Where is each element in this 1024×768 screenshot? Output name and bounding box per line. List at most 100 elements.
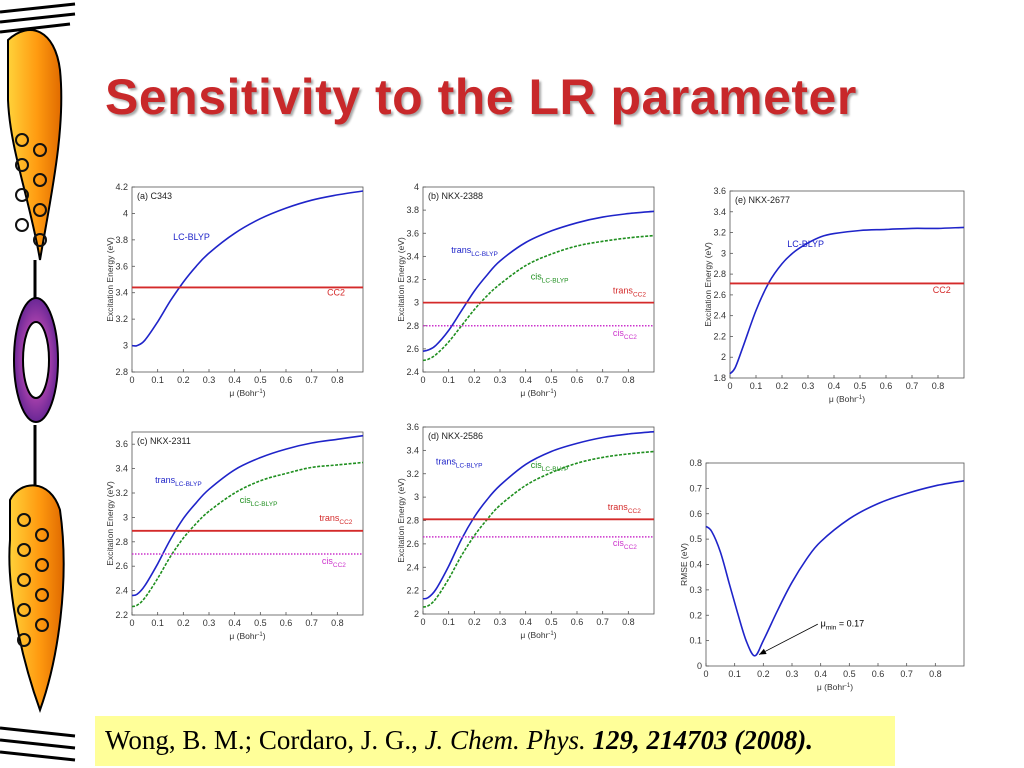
annotation-arrow-line — [758, 623, 818, 655]
chart-panel-c-nkx2311: 0 0.1 0.2 0.3 0.4 0.5 0.6 0.7 0.8 2.2 2.4 2.6 2.8 3 3.… — [105, 431, 364, 641]
x-tick-label: 0.6 — [571, 375, 584, 385]
middle-jewel-center — [22, 321, 50, 399]
series-annotation: transCC2 — [319, 513, 352, 526]
annotation-main: μ — [821, 619, 826, 629]
annotation-arrow-head — [759, 648, 767, 655]
annotation-subscript: min — [826, 625, 837, 632]
chart-panel-d-nkx2586: 0 0.1 0.2 0.3 0.4 0.5 0.6 0.7 0.8 2 2.2 2.4 2.6 2.8 3 3… — [396, 422, 655, 640]
plot-frame — [422, 426, 655, 615]
y-tick-label: 0 — [697, 661, 702, 671]
annotation-subscript: CC2 — [339, 519, 352, 526]
annotation-main: cis — [240, 495, 251, 505]
bottom-stripes-ornament — [0, 726, 76, 762]
x-axis-label-main: μ (Bohr — [229, 631, 257, 641]
y-tick-label: 3.2 — [406, 469, 419, 479]
y-axis-label: Excitation Energy (eV) — [396, 478, 406, 563]
x-axis-label: μ (Bohr-1) — [817, 682, 853, 692]
x-axis-label-main: μ (Bohr — [229, 388, 257, 398]
x-tick-label: 0 — [703, 669, 708, 679]
y-tick-label: 2.2 — [115, 610, 128, 620]
series-annotation: LC-BLYP — [787, 239, 824, 249]
x-axis-label-exponent: -1 — [548, 389, 554, 395]
annotation-main: cis — [613, 328, 624, 338]
x-tick-label: 0.1 — [750, 381, 763, 391]
x-axis-label-exponent: -1 — [548, 631, 554, 637]
x-tick-label: 0.3 — [494, 617, 507, 627]
annotation-main: LC-BLYP — [787, 239, 824, 249]
y-tick-label: 3 — [123, 512, 128, 522]
x-tick-label: 0.5 — [854, 381, 867, 391]
x-tick-label: 0 — [727, 381, 732, 391]
y-tick-label: 0.7 — [689, 483, 702, 493]
y-tick-label: 2.6 — [406, 344, 419, 354]
x-tick-label: 0 — [420, 617, 425, 627]
series-annotation: cisLC-BLYP — [240, 495, 278, 508]
y-tick-label: 3.4 — [406, 445, 419, 455]
decorative-side-ornament — [0, 2, 76, 762]
x-tick-label: 0.7 — [596, 375, 609, 385]
citation-volume: 129, 214703 (2008). — [585, 725, 814, 755]
y-tick-label: 0.3 — [689, 585, 702, 595]
x-tick-label: 0.2 — [468, 617, 481, 627]
x-tick-label: 0.2 — [757, 669, 770, 679]
annotation-main: cis — [531, 460, 542, 470]
x-tick-label: 0.1 — [151, 375, 164, 385]
series-annotation: LC-BLYP — [173, 232, 210, 242]
plot-frame — [422, 186, 655, 373]
x-tick-label: 0.8 — [331, 375, 344, 385]
y-tick-label: 3.4 — [115, 464, 128, 474]
series-annotation: CC2 — [933, 285, 951, 295]
y-tick-label: 0.6 — [689, 509, 702, 519]
x-axis-label-exponent: -1 — [257, 632, 263, 638]
x-tick-label: 0.7 — [596, 617, 609, 627]
y-tick-label: 3.2 — [115, 314, 128, 324]
y-tick-label: 3.6 — [115, 439, 128, 449]
x-tick-label: 0.5 — [545, 375, 558, 385]
series-curve — [729, 226, 965, 375]
x-axis-label-end: ) — [554, 388, 557, 398]
y-tick-label: 3.4 — [115, 288, 128, 298]
x-axis-label-end: ) — [850, 682, 853, 692]
annotation-main: CC2 — [933, 285, 951, 295]
y-tick-label: 2.8 — [115, 537, 128, 547]
plot-frame — [705, 462, 965, 667]
x-axis-label-end: ) — [263, 631, 266, 641]
annotation-main: trans — [451, 245, 472, 255]
y-tick-label: 3 — [721, 248, 726, 258]
y-tick-label: 2.8 — [713, 269, 726, 279]
series-curve — [422, 450, 655, 608]
upper-lattice-ornament — [15, 133, 47, 247]
y-tick-label: 4 — [123, 208, 128, 218]
annotation-main: trans — [613, 285, 634, 295]
y-tick-label: 2.6 — [115, 561, 128, 571]
x-tick-label: 0.7 — [305, 618, 318, 628]
chart-panel-a-c343: 0 0.1 0.2 0.3 0.4 0.5 0.6 0.7 0.8 2.8 3 3.2 3.4 3.6 3.… — [105, 182, 364, 398]
y-tick-label: 3.6 — [406, 228, 419, 238]
x-axis-label-exponent: -1 — [257, 389, 263, 395]
annotation-main: trans — [608, 502, 629, 512]
x-tick-label: 0.3 — [203, 618, 216, 628]
y-tick-label: 2.2 — [406, 586, 419, 596]
series-annotation: transLC-BLYP — [451, 245, 498, 258]
annotation-main: cis — [322, 556, 333, 566]
plot-frame — [131, 431, 364, 616]
lower-lattice-ornament — [17, 513, 49, 647]
y-tick-label: 3.6 — [713, 186, 726, 196]
x-tick-label: 0.4 — [228, 375, 241, 385]
x-tick-label: 0 — [420, 375, 425, 385]
y-tick-label: 4 — [414, 182, 419, 192]
slide-title: Sensitivity to the LR parameter — [105, 69, 857, 125]
x-tick-label: 0.4 — [828, 381, 841, 391]
annotation-main: CC2 — [327, 287, 345, 297]
y-tick-label: 2 — [721, 352, 726, 362]
series-annotation: transLC-BLYP — [155, 475, 202, 488]
series-annotation: μmin = 0.17 — [821, 619, 864, 632]
x-tick-label: 0.1 — [151, 618, 164, 628]
annotation-post: = 0.17 — [836, 619, 864, 629]
annotation-subscript: LC-BLYP — [542, 466, 569, 473]
x-axis-label: μ (Bohr-1) — [520, 630, 556, 640]
x-axis-label-main: μ (Bohr — [817, 682, 845, 692]
y-tick-label: 3.6 — [406, 422, 419, 432]
annotation-subscript: CC2 — [624, 544, 637, 551]
annotation-main: cis — [613, 538, 624, 548]
